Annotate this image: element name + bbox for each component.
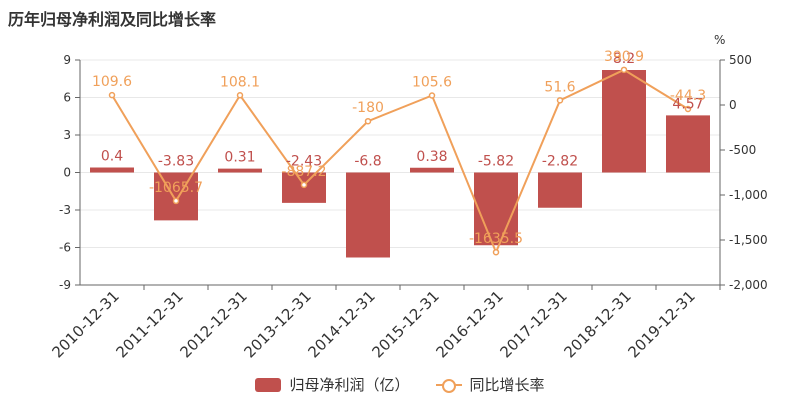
legend-bar-swatch [255,377,282,392]
growth-value-label: -1635.5 [469,231,523,247]
legend-label-growth: 同比增长率 [469,376,545,394]
right-tick-label: -1,500 [729,233,768,247]
bar-value-label: 4.57 [672,96,703,112]
x-tick-label: 2016-12-31 [432,287,506,361]
right-tick-label: 500 [729,53,752,67]
growth-value-label: -887.2 [281,164,326,180]
left-tick-label: -9 [59,278,71,292]
x-tick-label: 2018-12-31 [560,287,634,361]
legend-item-growth[interactable]: 同比增长率 [435,374,545,395]
bar-value-label: -6.8 [354,154,381,170]
left-tick-label: 0 [63,166,71,180]
bar-value-label: 0.38 [416,149,447,165]
x-tick-label: 2010-12-31 [48,287,122,361]
growth-value-label: 109.6 [92,74,132,90]
bar-value-label: 0.4 [101,149,123,165]
x-tick-label: 2017-12-31 [496,287,570,361]
x-tick-label: 2014-12-31 [304,287,378,361]
left-tick-label: 6 [63,91,71,105]
bar [218,168,262,173]
growth-value-label: -1065.7 [149,180,203,196]
right-tick-label: 0 [729,98,737,112]
x-tick-label: 2012-12-31 [176,287,250,361]
growth-point [172,197,180,205]
bar-value-label: -3.83 [158,154,194,170]
bar-value-label: 0.31 [224,150,255,166]
growth-value-label: 390.9 [604,49,644,65]
right-tick-label: -1,000 [729,188,768,202]
bar-value-label: 8.2 [613,51,635,67]
growth-point [556,97,564,104]
chart-title: 历年归母净利润及同比增长率 [8,10,217,29]
growth-value-label: 51.6 [544,79,575,95]
growth-point [684,105,692,113]
growth-point [364,117,372,125]
growth-point [492,248,500,256]
bar [410,167,454,173]
growth-value-label: -180 [352,100,384,116]
x-tick-label: 2019-12-31 [624,287,698,361]
bar [154,172,198,221]
bar [346,172,390,258]
growth-point [108,91,116,99]
legend-label-profit: 归母净利润（亿） [289,376,410,394]
bar [538,172,582,208]
bar-value-label: -2.43 [286,154,322,170]
bar [602,70,646,173]
bar [90,167,134,173]
bar [666,115,710,173]
growth-point [300,181,308,189]
growth-point [620,66,628,74]
x-tick-label: 2013-12-31 [240,287,314,361]
left-tick-label: -3 [59,203,71,217]
growth-value-label: 105.6 [412,74,452,90]
bar [474,172,518,246]
left-tick-label: 3 [63,128,71,142]
right-tick-label: -500 [729,143,756,157]
bar-value-label: -5.82 [478,154,514,170]
legend: 归母净利润（亿） 同比增长率 [0,374,800,395]
growth-point [428,92,436,99]
x-tick-label: 2015-12-31 [368,287,442,361]
growth-point [236,92,244,99]
left-tick-label: -6 [59,241,71,255]
right-tick-label: -2,000 [729,278,768,292]
growth-value-label: 108.1 [220,74,260,90]
right-axis-unit: % [714,33,725,47]
legend-item-profit[interactable]: 归母净利润（亿） [255,374,410,395]
legend-line-swatch [435,378,462,393]
bar-value-label: -2.82 [542,154,578,170]
x-tick-label: 2011-12-31 [112,287,186,361]
growth-value-label: -44.3 [670,88,706,104]
growth-line [111,68,689,255]
left-tick-label: 9 [63,53,71,67]
